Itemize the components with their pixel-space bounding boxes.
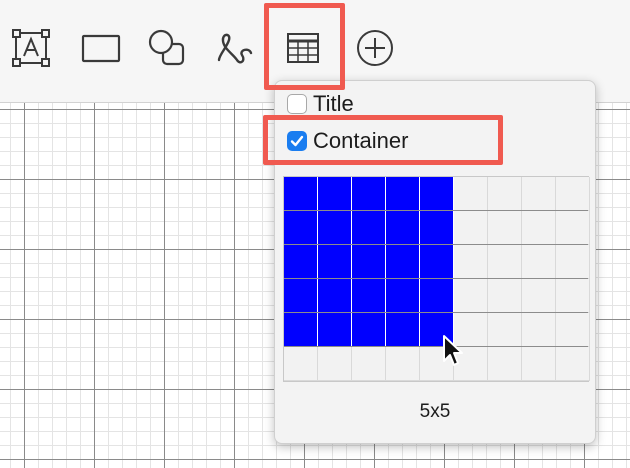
- grid-cell[interactable]: [454, 211, 488, 245]
- checkmark-icon: [290, 135, 304, 147]
- grid-cell-selected[interactable]: [352, 245, 386, 279]
- grid-cell[interactable]: [454, 279, 488, 313]
- grid-cell[interactable]: [522, 313, 556, 347]
- title-option-label: Title: [313, 91, 354, 116]
- grid-cell[interactable]: [522, 211, 556, 245]
- grid-cell[interactable]: [352, 347, 386, 381]
- grid-cell-selected[interactable]: [284, 279, 318, 313]
- grid-cell[interactable]: [454, 177, 488, 211]
- insert-button[interactable]: [353, 26, 397, 70]
- grid-cell[interactable]: [488, 177, 522, 211]
- grid-row-divider: [284, 346, 588, 347]
- grid-cell[interactable]: [488, 245, 522, 279]
- grid-cell-selected[interactable]: [420, 177, 454, 211]
- grid-row-divider: [284, 210, 588, 211]
- grid-cell-selected[interactable]: [420, 279, 454, 313]
- table-tool-button[interactable]: [281, 26, 325, 70]
- table-size-grid[interactable]: [283, 176, 590, 382]
- grid-cell-selected[interactable]: [318, 177, 352, 211]
- grid-row-divider: [284, 278, 588, 279]
- grid-cell[interactable]: [556, 313, 590, 347]
- grid-cell-selected[interactable]: [420, 211, 454, 245]
- text-box-icon: [12, 29, 50, 67]
- shapes-tool-button[interactable]: [145, 26, 189, 70]
- rectangle-icon: [81, 34, 121, 63]
- grid-cell[interactable]: [488, 211, 522, 245]
- grid-cell[interactable]: [556, 245, 590, 279]
- text-tool-button[interactable]: [9, 26, 53, 70]
- grid-cell[interactable]: [556, 347, 590, 381]
- title-checkbox[interactable]: [287, 94, 307, 114]
- grid-cell[interactable]: [488, 347, 522, 381]
- grid-cell-selected[interactable]: [318, 211, 352, 245]
- grid-cell[interactable]: [454, 245, 488, 279]
- grid-cell-selected[interactable]: [352, 211, 386, 245]
- grid-cell[interactable]: [488, 279, 522, 313]
- grid-cell-selected[interactable]: [386, 313, 420, 347]
- title-option[interactable]: Title: [287, 91, 354, 117]
- grid-cell-selected[interactable]: [318, 313, 352, 347]
- grid-cell-selected[interactable]: [318, 245, 352, 279]
- grid-cell-selected[interactable]: [386, 177, 420, 211]
- table-insert-popup: Title Container 5x5: [274, 80, 596, 444]
- table-icon: [287, 33, 319, 63]
- freehand-icon: [217, 33, 253, 64]
- grid-cell[interactable]: [318, 347, 352, 381]
- container-option-label: Container: [313, 128, 409, 153]
- grid-row-divider: [284, 244, 588, 245]
- grid-cell-selected[interactable]: [420, 245, 454, 279]
- grid-cell-selected[interactable]: [284, 245, 318, 279]
- table-size-label: 5x5: [419, 401, 451, 422]
- grid-row-divider: [284, 312, 588, 313]
- container-checkbox[interactable]: [287, 131, 307, 151]
- mouse-pointer-icon: [443, 335, 463, 366]
- grid-cell-selected[interactable]: [284, 313, 318, 347]
- grid-cell[interactable]: [556, 177, 590, 211]
- grid-cell[interactable]: [556, 279, 590, 313]
- grid-cell-selected[interactable]: [318, 279, 352, 313]
- grid-cell[interactable]: [556, 211, 590, 245]
- grid-cell-selected[interactable]: [352, 313, 386, 347]
- shapes-icon: [148, 29, 185, 66]
- grid-cell[interactable]: [522, 347, 556, 381]
- container-option[interactable]: Container: [287, 128, 408, 154]
- grid-cell-selected[interactable]: [352, 177, 386, 211]
- grid-cell[interactable]: [522, 279, 556, 313]
- grid-cell-selected[interactable]: [284, 211, 318, 245]
- grid-cell[interactable]: [522, 177, 556, 211]
- grid-cell[interactable]: [522, 245, 556, 279]
- grid-cell-selected[interactable]: [386, 211, 420, 245]
- grid-cell[interactable]: [386, 347, 420, 381]
- freehand-tool-button[interactable]: [212, 26, 256, 70]
- grid-cell[interactable]: [284, 347, 318, 381]
- plus-circle-icon: [357, 30, 393, 66]
- grid-cell-selected[interactable]: [352, 279, 386, 313]
- grid-cell[interactable]: [488, 313, 522, 347]
- grid-cell-selected[interactable]: [386, 279, 420, 313]
- grid-cell-selected[interactable]: [386, 245, 420, 279]
- grid-cell-selected[interactable]: [284, 177, 318, 211]
- rectangle-tool-button[interactable]: [79, 26, 123, 70]
